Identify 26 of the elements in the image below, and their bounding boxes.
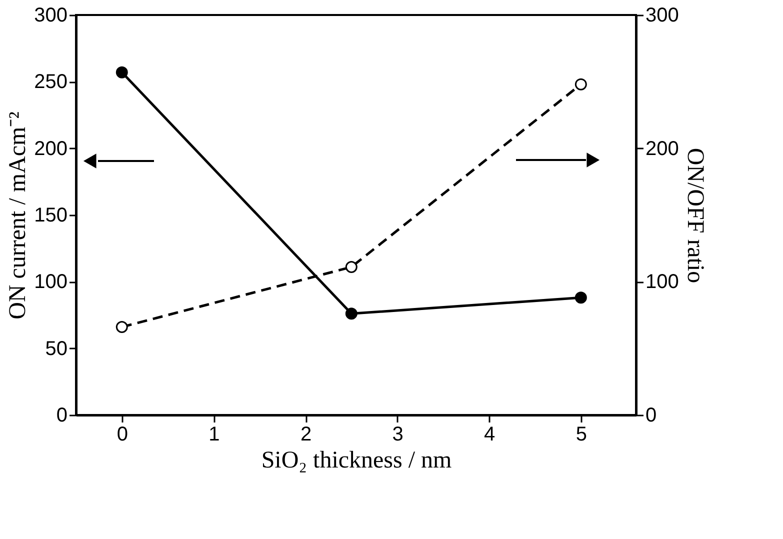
point bbox=[574, 292, 587, 304]
y2-tick-label: 300 bbox=[646, 4, 679, 26]
point bbox=[574, 78, 587, 90]
x-tick-label: 3 bbox=[392, 424, 404, 446]
y2-axis-title: ON/OFF ratio bbox=[682, 148, 708, 284]
point bbox=[116, 321, 128, 333]
x-tick-label: 4 bbox=[484, 424, 496, 446]
x-axis-title: SiO₂ thickness / nm bbox=[261, 448, 452, 474]
y-tick-label: 100 bbox=[34, 271, 68, 294]
y-tick-label: 0 bbox=[56, 404, 68, 426]
point bbox=[345, 308, 358, 320]
x-tick-label: 1 bbox=[208, 424, 220, 446]
y-tick-label: 200 bbox=[34, 138, 68, 160]
x-tick-label: 5 bbox=[576, 424, 587, 446]
x-tick-label: 0 bbox=[116, 424, 128, 446]
y-tick-label: 150 bbox=[34, 204, 68, 226]
point bbox=[345, 261, 358, 273]
y-tick-label: 250 bbox=[34, 71, 68, 94]
y2-tick-label: 0 bbox=[646, 404, 657, 426]
y2-tick-label: 200 bbox=[646, 138, 679, 160]
y-axis-title: ON current / mAcm⁻² bbox=[5, 112, 32, 320]
y-tick-label: 300 bbox=[34, 4, 68, 26]
point bbox=[116, 66, 128, 78]
y2-tick-label: 100 bbox=[646, 271, 679, 294]
y-tick-label: 50 bbox=[45, 338, 68, 360]
x-tick-label: 2 bbox=[300, 424, 312, 446]
